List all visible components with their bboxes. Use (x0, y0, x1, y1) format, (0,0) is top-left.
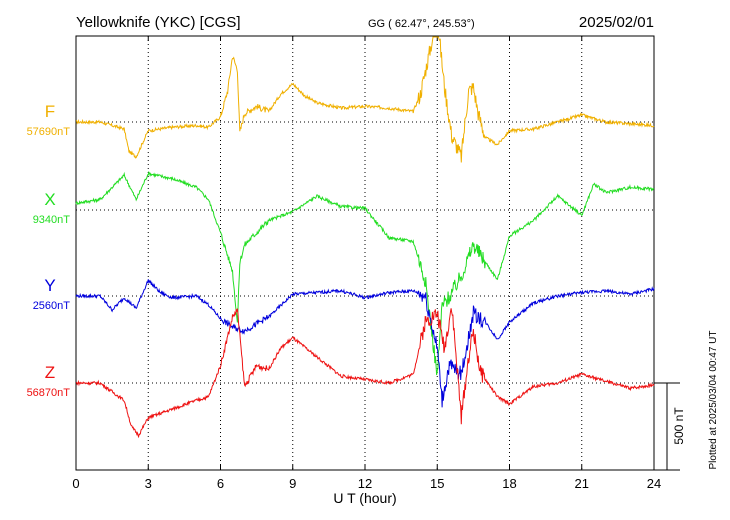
series-group (75, 36, 655, 439)
x-tick-label: 18 (502, 476, 516, 491)
x-tick-label: 15 (430, 476, 444, 491)
x-axis-label: U T (hour) (333, 490, 396, 506)
plotted-at-note: Plotted at 2025/03/04 00:47 UT (708, 331, 719, 470)
series-line-y (75, 279, 655, 408)
x-tick-label: 24 (647, 476, 661, 491)
series-line-f (75, 36, 655, 163)
grid-lines (76, 36, 654, 470)
scale-bar: 500 nT (654, 382, 686, 471)
x-tick-label: 6 (217, 476, 224, 491)
scale-bar-label: 500 nT (672, 407, 686, 445)
station-title: Yellowknife (YKC) [CGS] (76, 14, 241, 31)
series-name-x: X (44, 190, 55, 209)
series-baseline-z: 56870nT (27, 387, 71, 399)
series-name-y: Y (44, 276, 55, 295)
coords-label: GG ( 62.47°, 245.53°) (368, 18, 475, 30)
series-labels: F 57690nT X 9340nT Y 2560nT Z 56870nT (27, 102, 71, 399)
series-name-f: F (45, 102, 55, 121)
x-tick-label: 12 (358, 476, 372, 491)
series-line-z (75, 308, 655, 439)
series-baseline-x: 9340nT (33, 214, 71, 226)
series-baseline-f: 57690nT (27, 126, 71, 138)
series-line-x (75, 170, 655, 376)
x-axis-ticks: 0 3 6 9 12 15 18 21 24 (72, 36, 661, 491)
series-name-z: Z (45, 363, 55, 382)
series-baseline-y: 2560nT (33, 300, 71, 312)
x-tick-label: 3 (145, 476, 152, 491)
x-tick-label: 0 (72, 476, 79, 491)
x-tick-label: 21 (575, 476, 589, 491)
date-label: 2025/02/01 (579, 14, 654, 31)
x-tick-label: 9 (289, 476, 296, 491)
